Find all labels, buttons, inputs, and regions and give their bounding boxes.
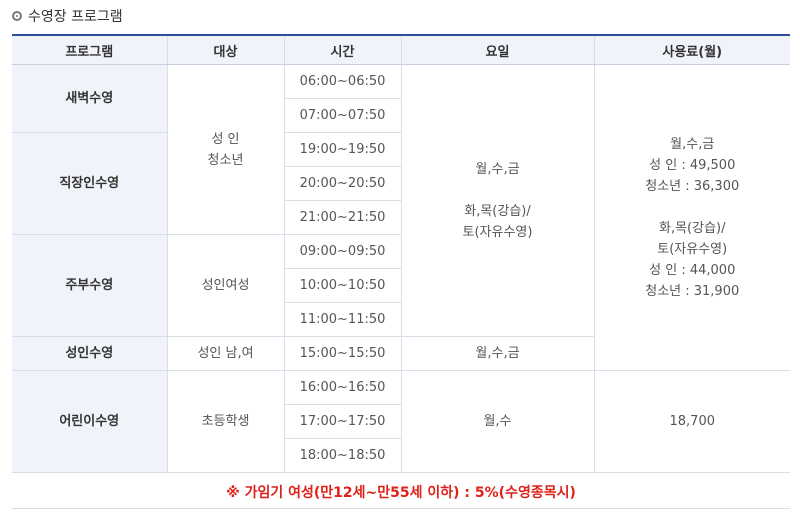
- time-cell: 15:00~15:50: [283, 336, 402, 371]
- time-cell: 16:00~16:50: [283, 370, 402, 405]
- table-row: 성인수영 성인 남,여 15:00~15:50 월,수,금: [12, 336, 790, 371]
- circle-bullet-icon: [12, 11, 22, 21]
- days-main: 월,수,금 화,목(강습)/ 토(자유수영): [400, 64, 595, 337]
- days-line: 월,수,금: [475, 161, 520, 177]
- fee-line: 청소년 : 36,300: [645, 178, 740, 194]
- table-header-row: 프로그램 대상 시간 요일 사용료(월): [12, 34, 790, 65]
- table-row: 17:00~17:50: [12, 404, 790, 439]
- fee-line: 성 인 : 49,500: [649, 157, 736, 173]
- table-row: 어린이수영 초등학생 16:00~16:50 월,수 18,700: [12, 370, 790, 473]
- fee-child: 18,700: [593, 370, 790, 473]
- time-cell: 17:00~17:50: [283, 404, 402, 439]
- section-title: 수영장 프로그램: [12, 4, 123, 28]
- time-cell: 20:00~20:50: [283, 166, 402, 201]
- days-child: 월,수: [400, 370, 595, 473]
- fee-line: 성 인 : 44,000: [649, 262, 736, 278]
- section-title-text: 수영장 프로그램: [28, 9, 123, 25]
- time-cell: 06:00~06:50: [283, 64, 402, 99]
- header-target: 대상: [166, 34, 285, 65]
- time-cell: 18:00~18:50: [283, 438, 402, 473]
- days-line: 화,목(강습)/: [464, 203, 531, 219]
- target-housewife: 성인여성: [166, 234, 285, 337]
- fee-line: 월,수,금: [670, 136, 715, 152]
- time-cell: 09:00~09:50: [283, 234, 402, 269]
- table-row: 새벽수영 성 인 청소년 06:00~06:50 월,수,금 화,목(강습)/ …: [12, 64, 790, 371]
- target-adult-youth: 성 인 청소년: [166, 64, 285, 235]
- fee-line: 토(자유수영): [657, 241, 728, 257]
- target-line: 성 인: [211, 131, 240, 147]
- days-adult: 월,수,금: [400, 336, 595, 371]
- header-fee: 사용료(월): [593, 34, 790, 65]
- header-program: 프로그램: [12, 34, 168, 65]
- table-row: 10:00~10:50: [12, 268, 790, 303]
- program-child: 어린이수영: [12, 370, 168, 473]
- program-housewife: 주부수영: [12, 234, 168, 337]
- target-child: 초등학생: [166, 370, 285, 473]
- table-row: 직장인수영 19:00~19:50: [12, 132, 790, 235]
- table-row: 18:00~18:50: [12, 438, 790, 473]
- table-row: 07:00~07:50: [12, 98, 790, 133]
- swimming-program-table: 프로그램 대상 시간 요일 사용료(월) 새벽수영 성 인 청소년 06:00~…: [12, 34, 790, 473]
- header-days: 요일: [400, 34, 595, 65]
- program-dawn: 새벽수영: [12, 64, 168, 133]
- target-adult-mixed: 성인 남,여: [166, 336, 285, 371]
- time-cell: 19:00~19:50: [283, 132, 402, 167]
- time-cell: 10:00~10:50: [283, 268, 402, 303]
- discount-note: ※ 가임기 여성(만12세~만55세 이하) : 5%(수영종목시): [12, 476, 790, 509]
- fee-line: 화,목(강습)/: [659, 220, 726, 236]
- time-cell: 11:00~11:50: [283, 302, 402, 337]
- program-worker: 직장인수영: [12, 132, 168, 235]
- table-row: 21:00~21:50: [12, 200, 790, 235]
- header-time: 시간: [283, 34, 402, 65]
- program-adult: 성인수영: [12, 336, 168, 371]
- time-cell: 07:00~07:50: [283, 98, 402, 133]
- days-line: 토(자유수영): [462, 224, 533, 240]
- fee-line: 청소년 : 31,900: [645, 283, 740, 299]
- table-row: 주부수영 성인여성 09:00~09:50: [12, 234, 790, 337]
- target-line: 청소년: [207, 152, 244, 168]
- fee-main: 월,수,금 성 인 : 49,500 청소년 : 36,300 화,목(강습)/…: [593, 64, 790, 371]
- time-cell: 21:00~21:50: [283, 200, 402, 235]
